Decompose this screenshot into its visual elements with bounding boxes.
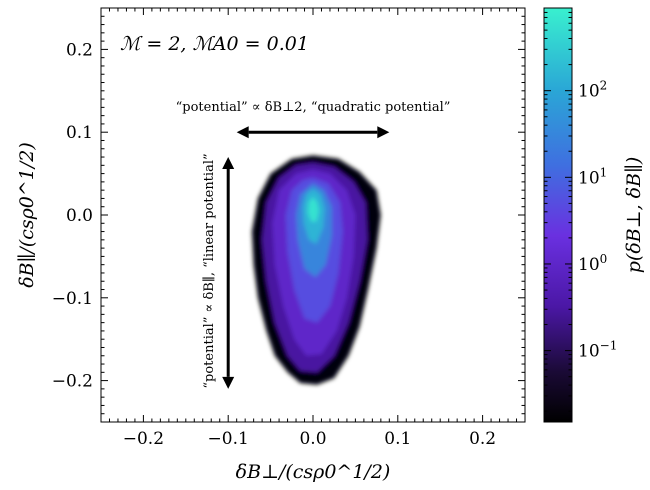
annotation-arrow-horizontal	[236, 126, 390, 139]
colorbar-tick-label: 102	[578, 79, 607, 102]
density-field	[251, 155, 381, 385]
colorbar-label: p(δB⊥, δB∥)	[623, 157, 645, 274]
x-axis-label: δB⊥/(csρ0^1/2)	[236, 461, 391, 483]
y-tick-label: −0.1	[52, 289, 93, 309]
colorbar-tick-label: 10−1	[578, 339, 617, 362]
annotation-horizontal: “potential” ∝ δB⊥2, “quadratic potential…	[176, 100, 451, 115]
x-tick-label: 0.2	[469, 429, 496, 449]
colorbar-ticks: 10−1 100 101 102	[544, 7, 617, 412]
annotation-arrows	[222, 126, 390, 389]
y-tick-label: 0.1	[66, 123, 93, 143]
x-tick-label: −0.1	[208, 429, 249, 449]
axis-ticks	[100, 7, 526, 423]
x-tick-label: 0.0	[299, 429, 326, 449]
y-tick-label: −0.2	[52, 372, 93, 392]
y-tick-label: 0.2	[66, 40, 93, 60]
colorbar-tick-label: 100	[578, 252, 607, 275]
x-tick-labels: −0.2 −0.1 0.0 0.1 0.2	[123, 429, 496, 449]
annotation-arrow-vertical	[222, 157, 235, 389]
colorbar-tick-label: 101	[578, 165, 607, 188]
x-tick-label: 0.1	[384, 429, 411, 449]
x-tick-label: −0.2	[123, 429, 164, 449]
density-contour-6	[307, 196, 319, 222]
y-tick-labels: −0.2 −0.1 0.0 0.1 0.2	[52, 40, 93, 391]
y-tick-label: 0.0	[66, 206, 93, 226]
colorbar	[543, 7, 573, 423]
y-axis-label: δB∥/(csρ0^1/2)	[16, 142, 38, 288]
annotation-vertical: “potential” ∝ δB∥, “linear potential”	[202, 153, 217, 388]
panel-label: ℳ = 2, ℳA0 = 0.01	[120, 33, 309, 55]
